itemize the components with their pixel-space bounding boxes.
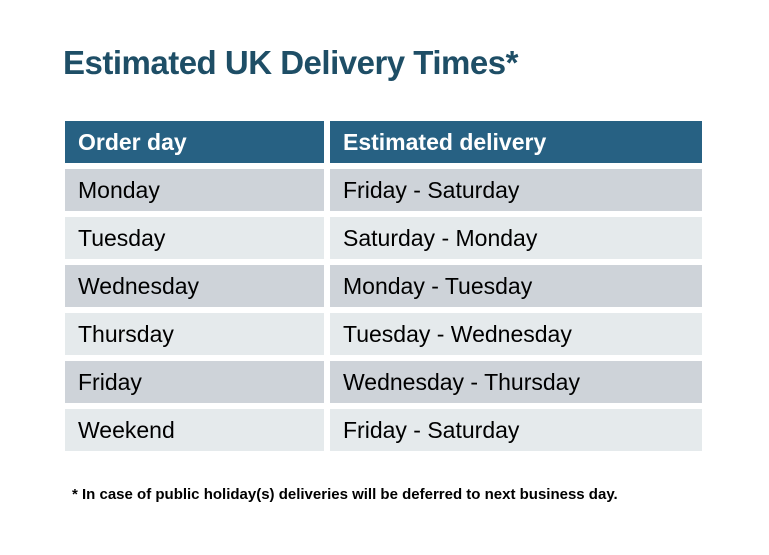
footnote: * In case of public holiday(s) deliverie…	[72, 486, 618, 503]
table-row: Friday Wednesday - Thursday	[65, 361, 702, 403]
estimated-delivery-cell: Tuesday - Wednesday	[330, 313, 702, 355]
estimated-delivery-cell: Friday - Saturday	[330, 409, 702, 451]
estimated-delivery-cell: Wednesday - Thursday	[330, 361, 702, 403]
order-day-cell: Friday	[65, 361, 324, 403]
estimated-delivery-cell: Monday - Tuesday	[330, 265, 702, 307]
order-day-cell: Weekend	[65, 409, 324, 451]
delivery-times-table: Order day Estimated delivery Monday Frid…	[65, 121, 702, 451]
table-row: Monday Friday - Saturday	[65, 169, 702, 211]
order-day-cell: Wednesday	[65, 265, 324, 307]
table-header-row: Order day Estimated delivery	[65, 121, 702, 163]
order-day-cell: Tuesday	[65, 217, 324, 259]
order-day-cell: Thursday	[65, 313, 324, 355]
page-title: Estimated UK Delivery Times*	[63, 44, 518, 81]
table-row: Wednesday Monday - Tuesday	[65, 265, 702, 307]
column-header-estimated-delivery: Estimated delivery	[330, 121, 702, 163]
estimated-delivery-cell: Friday - Saturday	[330, 169, 702, 211]
column-header-order-day: Order day	[65, 121, 324, 163]
table-row: Tuesday Saturday - Monday	[65, 217, 702, 259]
order-day-cell: Monday	[65, 169, 324, 211]
estimated-delivery-cell: Saturday - Monday	[330, 217, 702, 259]
table-row: Weekend Friday - Saturday	[65, 409, 702, 451]
table-row: Thursday Tuesday - Wednesday	[65, 313, 702, 355]
